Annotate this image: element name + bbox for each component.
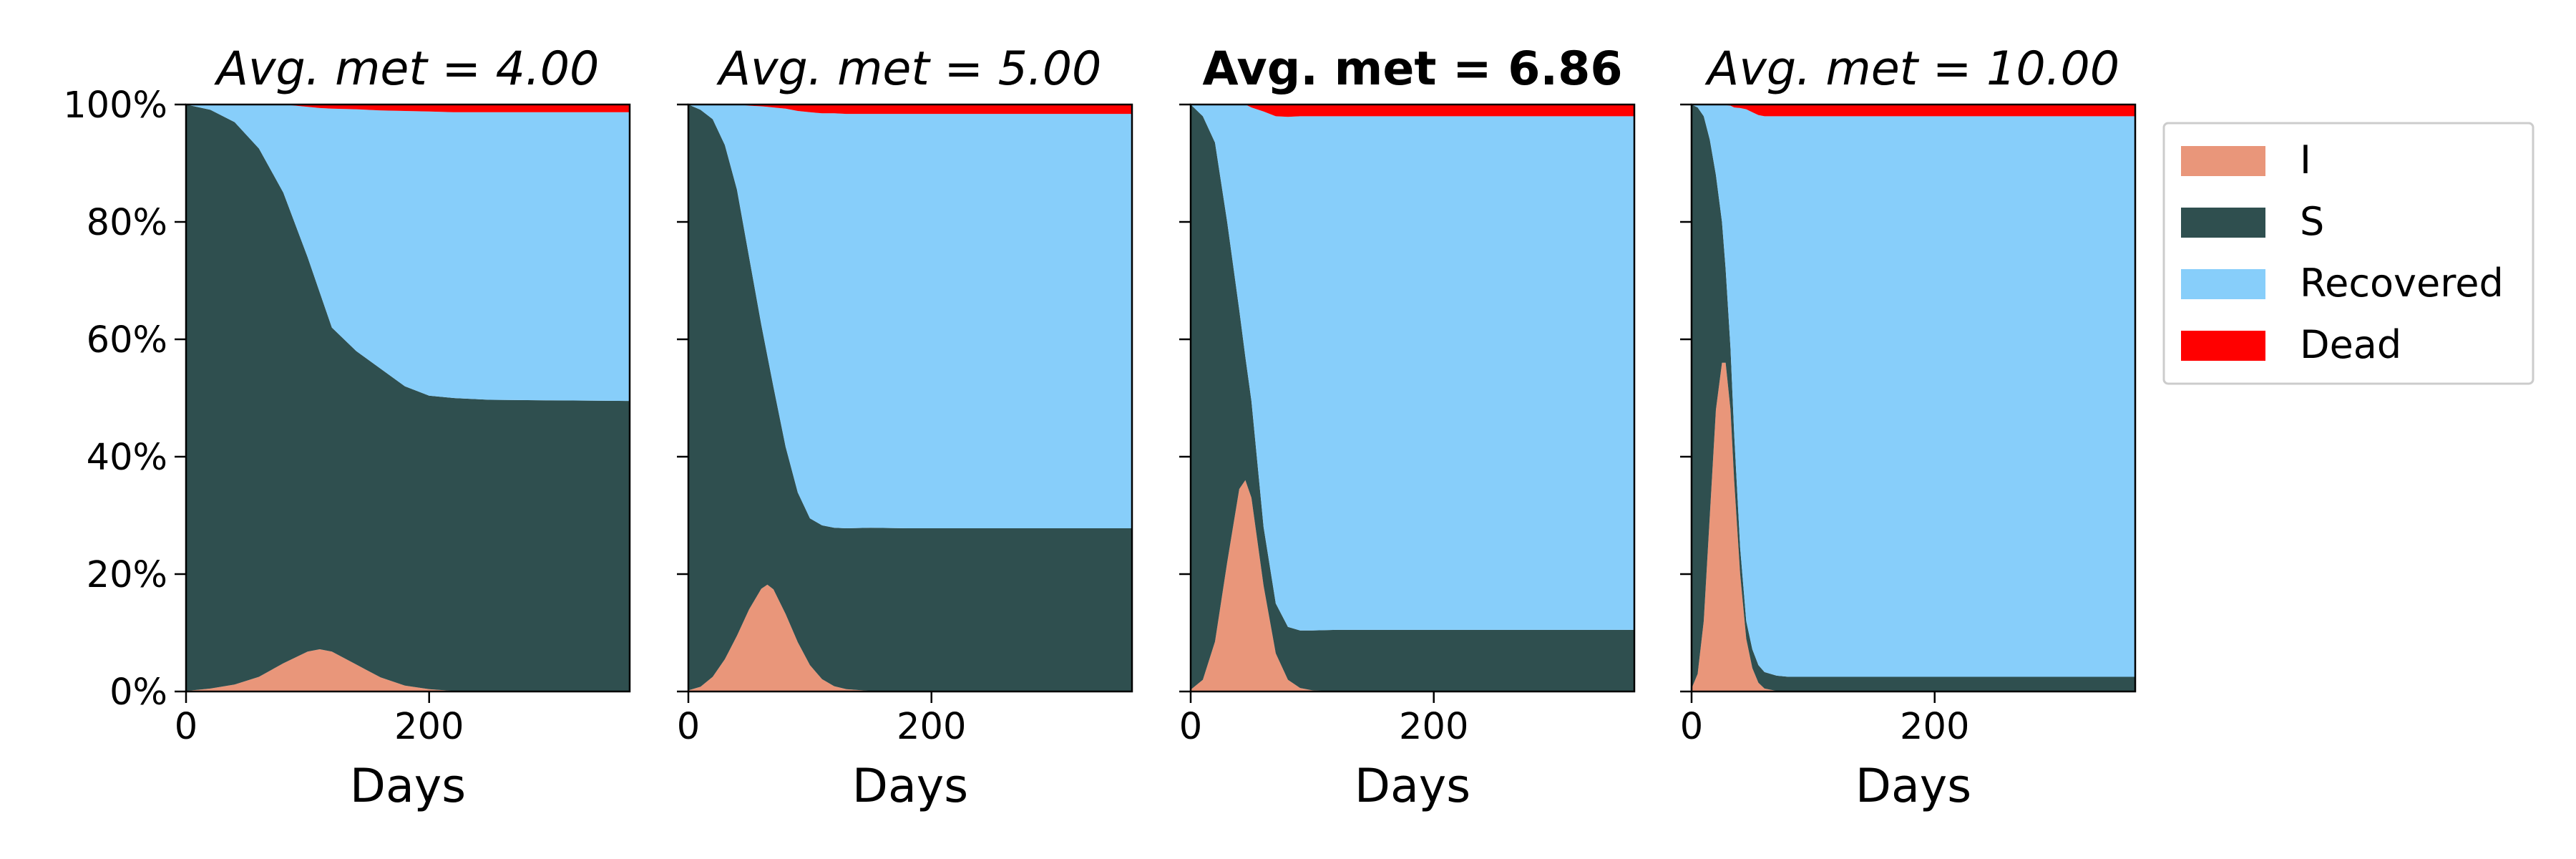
legend-label-recovered: Recovered <box>2300 261 2504 306</box>
x-tick-label: 0 <box>677 706 700 748</box>
area-i <box>186 649 630 691</box>
axes-frame <box>1189 103 1636 693</box>
x-tick-label: 0 <box>175 706 197 748</box>
legend-swatch-dead <box>2181 331 2265 361</box>
area-s <box>688 105 1132 691</box>
panel-title: Avg. met = 6.86 <box>1202 42 1622 96</box>
panel-title: Avg. met = 4.00 <box>214 42 600 96</box>
legend-label-i: I <box>2300 137 2311 183</box>
x-tick-label: 200 <box>1399 706 1468 748</box>
axes-frame <box>1690 103 2137 693</box>
stacked-areas <box>688 105 1132 691</box>
legend-swatch-i <box>2181 146 2265 176</box>
y-tick-label: 60% <box>87 319 167 361</box>
x-tick-label: 0 <box>1680 706 1703 748</box>
y-tick-label: 20% <box>87 554 167 596</box>
legend-label-s: S <box>2300 199 2324 244</box>
panel-4: 0 200 Days Avg. met = 10.00 <box>1680 42 2137 813</box>
area-dead <box>186 105 630 112</box>
area-i <box>1191 480 1634 691</box>
axes-frame <box>687 103 1133 693</box>
x-axis-title: Days <box>1355 759 1470 813</box>
stacked-areas <box>186 105 630 691</box>
area-dead <box>1191 105 1634 117</box>
legend-frame <box>2162 122 2534 385</box>
x-axis-title: Days <box>350 759 466 813</box>
y-tick-label: 80% <box>87 202 167 244</box>
axes-frame <box>185 103 631 693</box>
stacked-areas <box>1191 105 1634 691</box>
panel-title: Avg. met = 10.00 <box>1704 42 2119 96</box>
panel-3: 0 200 Days Avg. met = 6.86 <box>1179 42 1636 813</box>
x-tick-label: 0 <box>1179 706 1202 748</box>
y-tick-label: 0% <box>109 671 167 714</box>
x-tick-label: 200 <box>897 706 966 748</box>
y-tick-label: 40% <box>87 437 167 479</box>
area-i <box>688 584 1132 691</box>
x-tick-label: 200 <box>1900 706 1969 748</box>
legend-label-dead: Dead <box>2300 322 2401 367</box>
area-recovered <box>1692 105 2135 677</box>
area-s <box>1191 105 1634 691</box>
x-tick-label: 200 <box>394 706 464 748</box>
panels: 0% 20% 40% 60% 80% 100% 0 200 Days Avg. met = 4.0… <box>63 42 2137 813</box>
panel-title: Avg. met = 5.00 <box>716 42 1102 96</box>
panel-1: 0% 20% 40% 60% 80% 100% 0 200 Days Avg. met = 4.0… <box>63 42 631 813</box>
area-recovered <box>688 105 1132 528</box>
area-dead <box>1692 105 2135 117</box>
area-i <box>1692 362 2135 691</box>
x-axis-title: Days <box>1855 759 1971 813</box>
legend-swatch-s <box>2181 208 2265 238</box>
panel-2: 0 200 Days Avg. met = 5.00 <box>677 42 1133 813</box>
area-dead <box>688 105 1132 115</box>
x-axis-title: Days <box>852 759 968 813</box>
legend-swatch-recovered <box>2181 269 2265 299</box>
stacked-areas <box>1692 105 2135 691</box>
y-tick-label: 100% <box>63 84 167 127</box>
area-s <box>186 105 630 691</box>
area-recovered <box>1191 105 1634 631</box>
area-recovered <box>186 105 630 402</box>
legend: IS Recovered Dead <box>2162 122 2534 385</box>
